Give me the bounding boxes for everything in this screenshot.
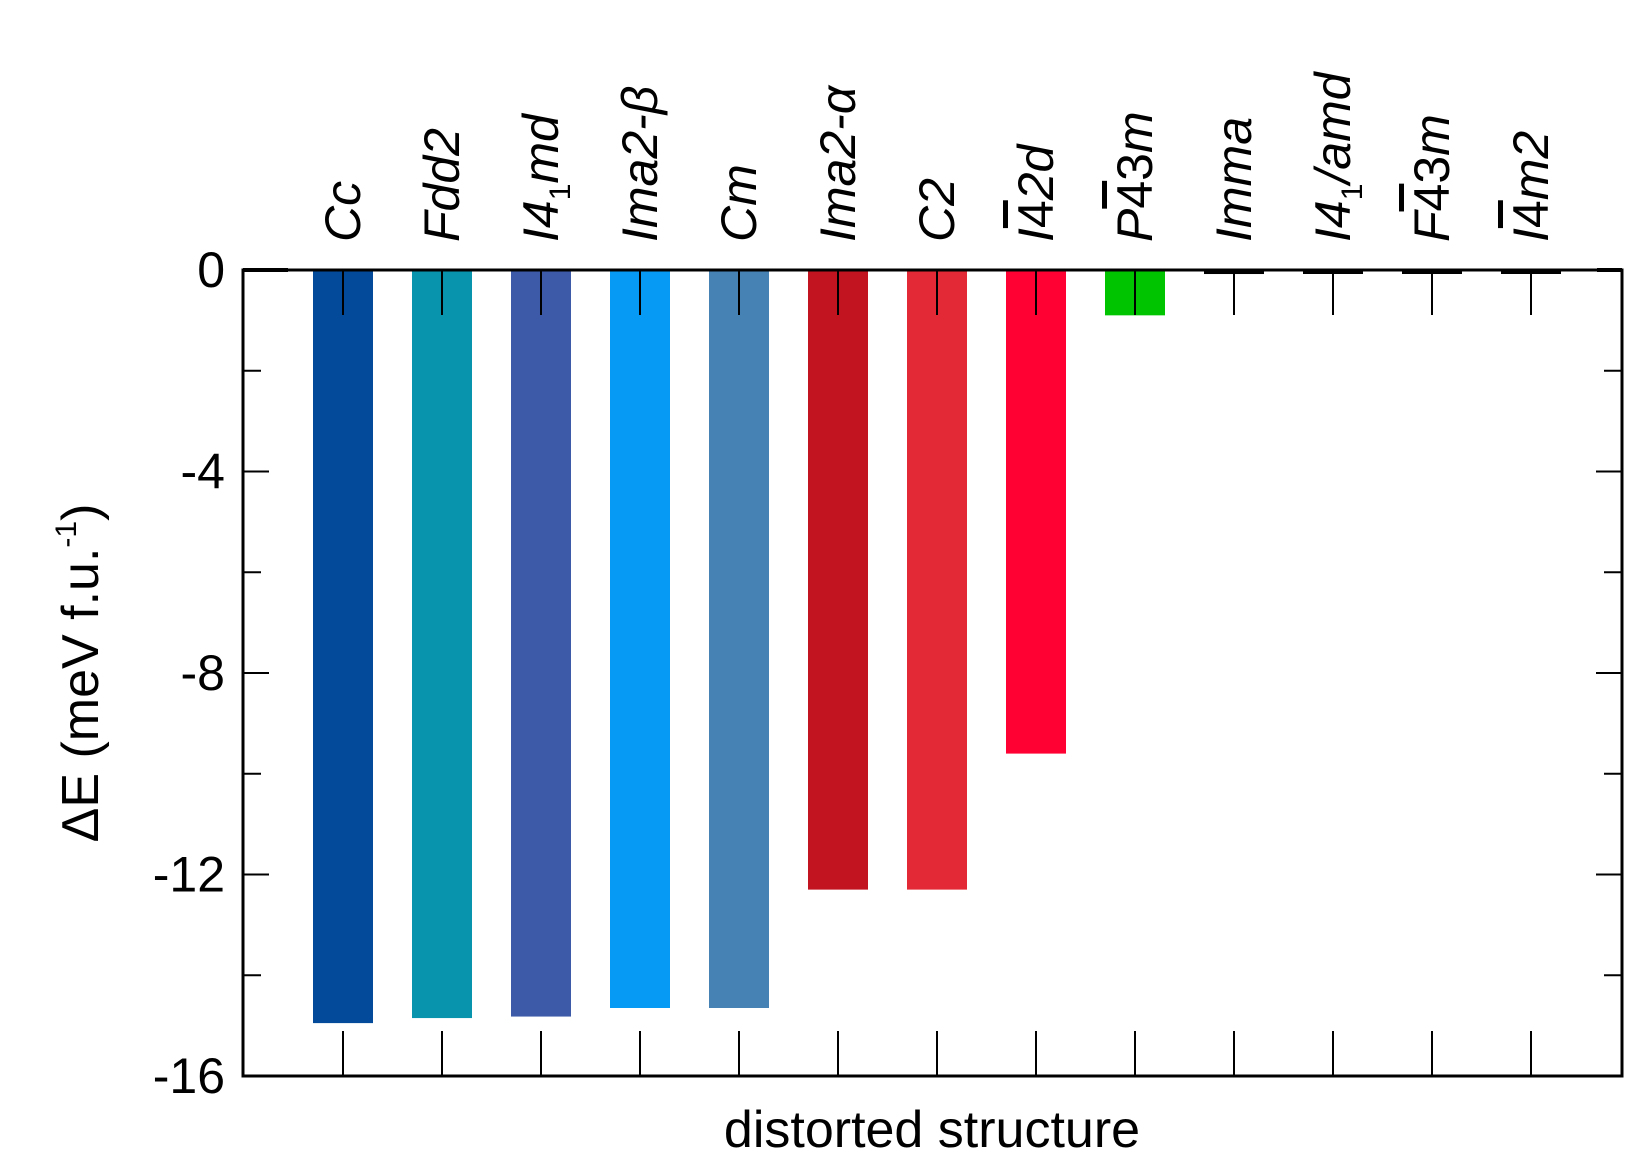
category-label-5: Cm [711,164,767,242]
category-label-13: I4m2 [1503,131,1559,242]
y-tick-label: -4 [181,444,225,500]
y-axis-title-main: ΔE (meV f.u. [52,548,110,843]
category-label-10: Imma [1206,117,1262,242]
category-label-2: Fdd2 [414,128,470,242]
category-label-1: Cc [315,181,371,242]
bar-6 [808,270,868,890]
y-axis-title-sup: -1 [50,521,83,548]
category-label-7: C2 [909,178,965,242]
y-tick-label: -8 [181,645,225,701]
bar-1 [313,270,373,1024]
bar-5 [709,270,769,1008]
category-label-9: P43m [1107,111,1163,242]
category-label-12: F43m [1404,114,1460,242]
bar-2 [412,270,472,1019]
category-label-4: Ima2-β [612,86,668,242]
category-label-3: I41md [513,112,577,242]
ticks-layer [243,269,1622,1077]
bar-4 [610,270,670,1008]
x-axis-title: distorted structure [724,1101,1140,1159]
bars-layer [243,268,1622,1024]
y-tick-label: -12 [153,847,225,903]
category-label-6: Ima2-α [810,84,866,242]
y-tick-labels: 0 -4 -8 -12 -16 [153,242,225,1104]
y-tick-label: 0 [197,242,225,298]
bar-7 [907,270,967,890]
category-label-11: I41/amd [1305,70,1369,242]
category-label-8: I42d [1008,142,1064,242]
bar-8 [1006,270,1066,754]
bar-3 [511,270,571,1017]
y-axis-title: ΔE (meV f.u.-1) [50,504,110,843]
category-labels: Cc Fdd2 I41md Ima2-β Cm Ima2-α C2 I42d P43m Imma I… [315,70,1559,242]
y-axis-title-close: ) [52,504,110,521]
y-tick-label: -16 [153,1048,225,1104]
